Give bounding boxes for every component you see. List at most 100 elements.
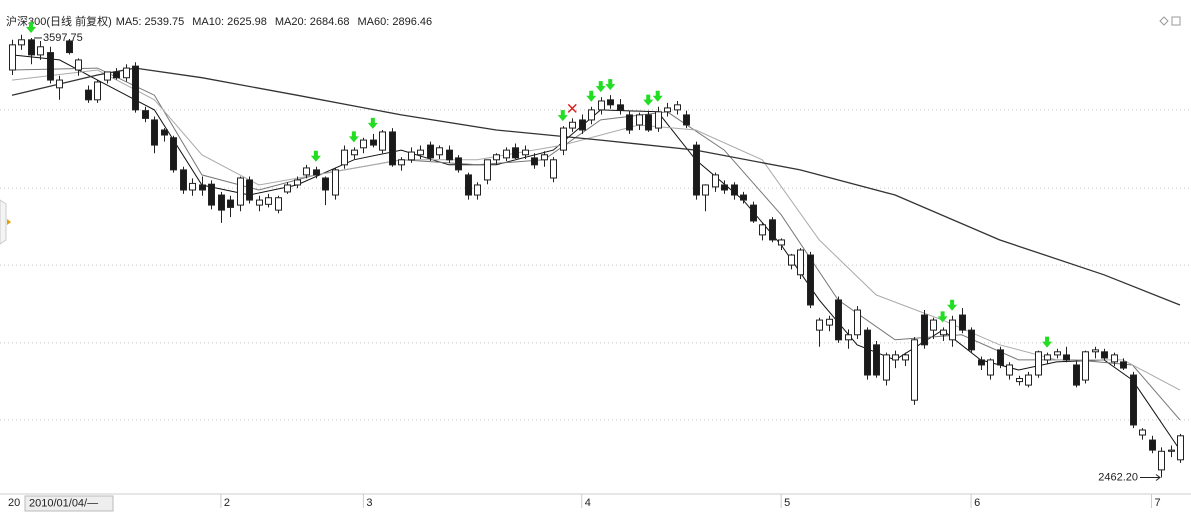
candle-body xyxy=(218,194,225,211)
candle-body xyxy=(807,254,814,306)
candle-body xyxy=(702,184,709,196)
candle-body xyxy=(949,319,956,341)
candle-body xyxy=(1054,351,1061,356)
candle-body xyxy=(208,183,215,206)
candle-body xyxy=(541,154,548,161)
candle-body xyxy=(427,144,434,159)
candle-body xyxy=(113,71,120,79)
legend-entry: MA20: 2684.68 xyxy=(275,16,350,28)
candle-body xyxy=(902,354,909,361)
side-tab[interactable] xyxy=(0,199,7,245)
icon-diamond[interactable] xyxy=(1159,16,1169,26)
candle-body xyxy=(788,254,795,266)
candle-body xyxy=(864,329,871,376)
candle-body xyxy=(180,169,187,191)
candle-body xyxy=(237,177,244,206)
candle-body xyxy=(294,179,301,186)
candle-body xyxy=(1016,378,1023,383)
candle-body xyxy=(493,154,500,161)
candle-body xyxy=(303,167,310,176)
candle-body xyxy=(1111,354,1118,363)
buy-signal xyxy=(310,150,321,162)
candle-body xyxy=(1120,361,1127,369)
candle-body xyxy=(797,249,804,276)
candle-body xyxy=(1063,354,1070,361)
candle-body xyxy=(75,59,82,71)
candle-body xyxy=(769,219,776,241)
candle-body xyxy=(408,151,415,161)
candle-body xyxy=(598,100,605,111)
x-start-label: 20 xyxy=(8,497,20,509)
chart-title: 沪深300(日线 前复权) xyxy=(6,14,112,28)
candle-body xyxy=(655,111,662,129)
candle-body xyxy=(85,89,92,101)
min-label: 2462.20 xyxy=(1098,471,1138,483)
candle-body xyxy=(9,44,16,71)
candle-body xyxy=(227,199,234,208)
legend-entry: MA10: 2625.98 xyxy=(192,16,267,28)
candle-body xyxy=(512,147,519,159)
candle-body xyxy=(322,177,329,191)
candle-body xyxy=(1025,374,1032,386)
buy-signal xyxy=(643,94,654,106)
candle-body xyxy=(778,239,785,246)
candle-body xyxy=(835,299,842,341)
candle-body xyxy=(569,121,576,129)
candle-body xyxy=(18,39,25,46)
buy-signal xyxy=(1042,336,1053,348)
max-label: 3597.75 xyxy=(43,32,83,44)
candle-body xyxy=(674,104,681,111)
candle-body xyxy=(351,149,358,156)
buy-signal xyxy=(586,90,597,102)
candle-body xyxy=(560,127,567,151)
candle-body xyxy=(1158,450,1165,471)
candle-body xyxy=(731,184,738,196)
candle-body xyxy=(66,40,73,54)
candle-body xyxy=(1168,449,1175,452)
candle-body xyxy=(940,329,947,336)
legend-entry: MA5: 2539.75 xyxy=(116,16,185,28)
candle-body xyxy=(28,39,35,56)
candle-body xyxy=(1101,351,1108,359)
candle-body xyxy=(664,107,671,113)
candle-body xyxy=(132,65,139,111)
candle-body xyxy=(522,149,529,156)
icon-square[interactable] xyxy=(1171,16,1181,26)
candle-body xyxy=(379,131,386,151)
x-cursor-box xyxy=(24,495,114,512)
buy-signal xyxy=(25,21,36,33)
candle-body xyxy=(617,104,624,111)
candle-body xyxy=(360,139,367,149)
candle-body xyxy=(199,184,206,191)
candle-body xyxy=(987,359,994,376)
candle-body xyxy=(104,71,111,81)
candle-body xyxy=(759,224,766,236)
buy-signal xyxy=(348,131,359,143)
candle-body xyxy=(284,184,291,193)
ma-line xyxy=(11,67,1181,421)
candle-body xyxy=(1006,364,1013,376)
candle-body xyxy=(930,319,937,331)
candle-body xyxy=(94,81,101,101)
x-tick-label: 4 xyxy=(585,497,591,509)
candle-body xyxy=(370,139,377,146)
candle-body xyxy=(645,114,652,131)
candle-body xyxy=(455,157,462,171)
candle-body xyxy=(256,199,263,206)
buy-signal xyxy=(605,79,616,91)
candle-body xyxy=(1082,351,1089,381)
candle-body xyxy=(968,329,975,351)
candle-body xyxy=(246,179,253,201)
candle-body xyxy=(826,318,833,326)
sell-signal xyxy=(567,103,577,113)
x-cursor-label: 2010/01/04/— xyxy=(29,497,98,509)
candle-body xyxy=(1149,439,1156,451)
candle-body xyxy=(1044,354,1051,361)
candle-body xyxy=(531,157,538,166)
candle-body xyxy=(313,169,320,176)
candle-body xyxy=(503,149,510,159)
candle-body xyxy=(265,197,272,205)
candle-body xyxy=(721,184,728,191)
candle-body xyxy=(56,79,63,89)
